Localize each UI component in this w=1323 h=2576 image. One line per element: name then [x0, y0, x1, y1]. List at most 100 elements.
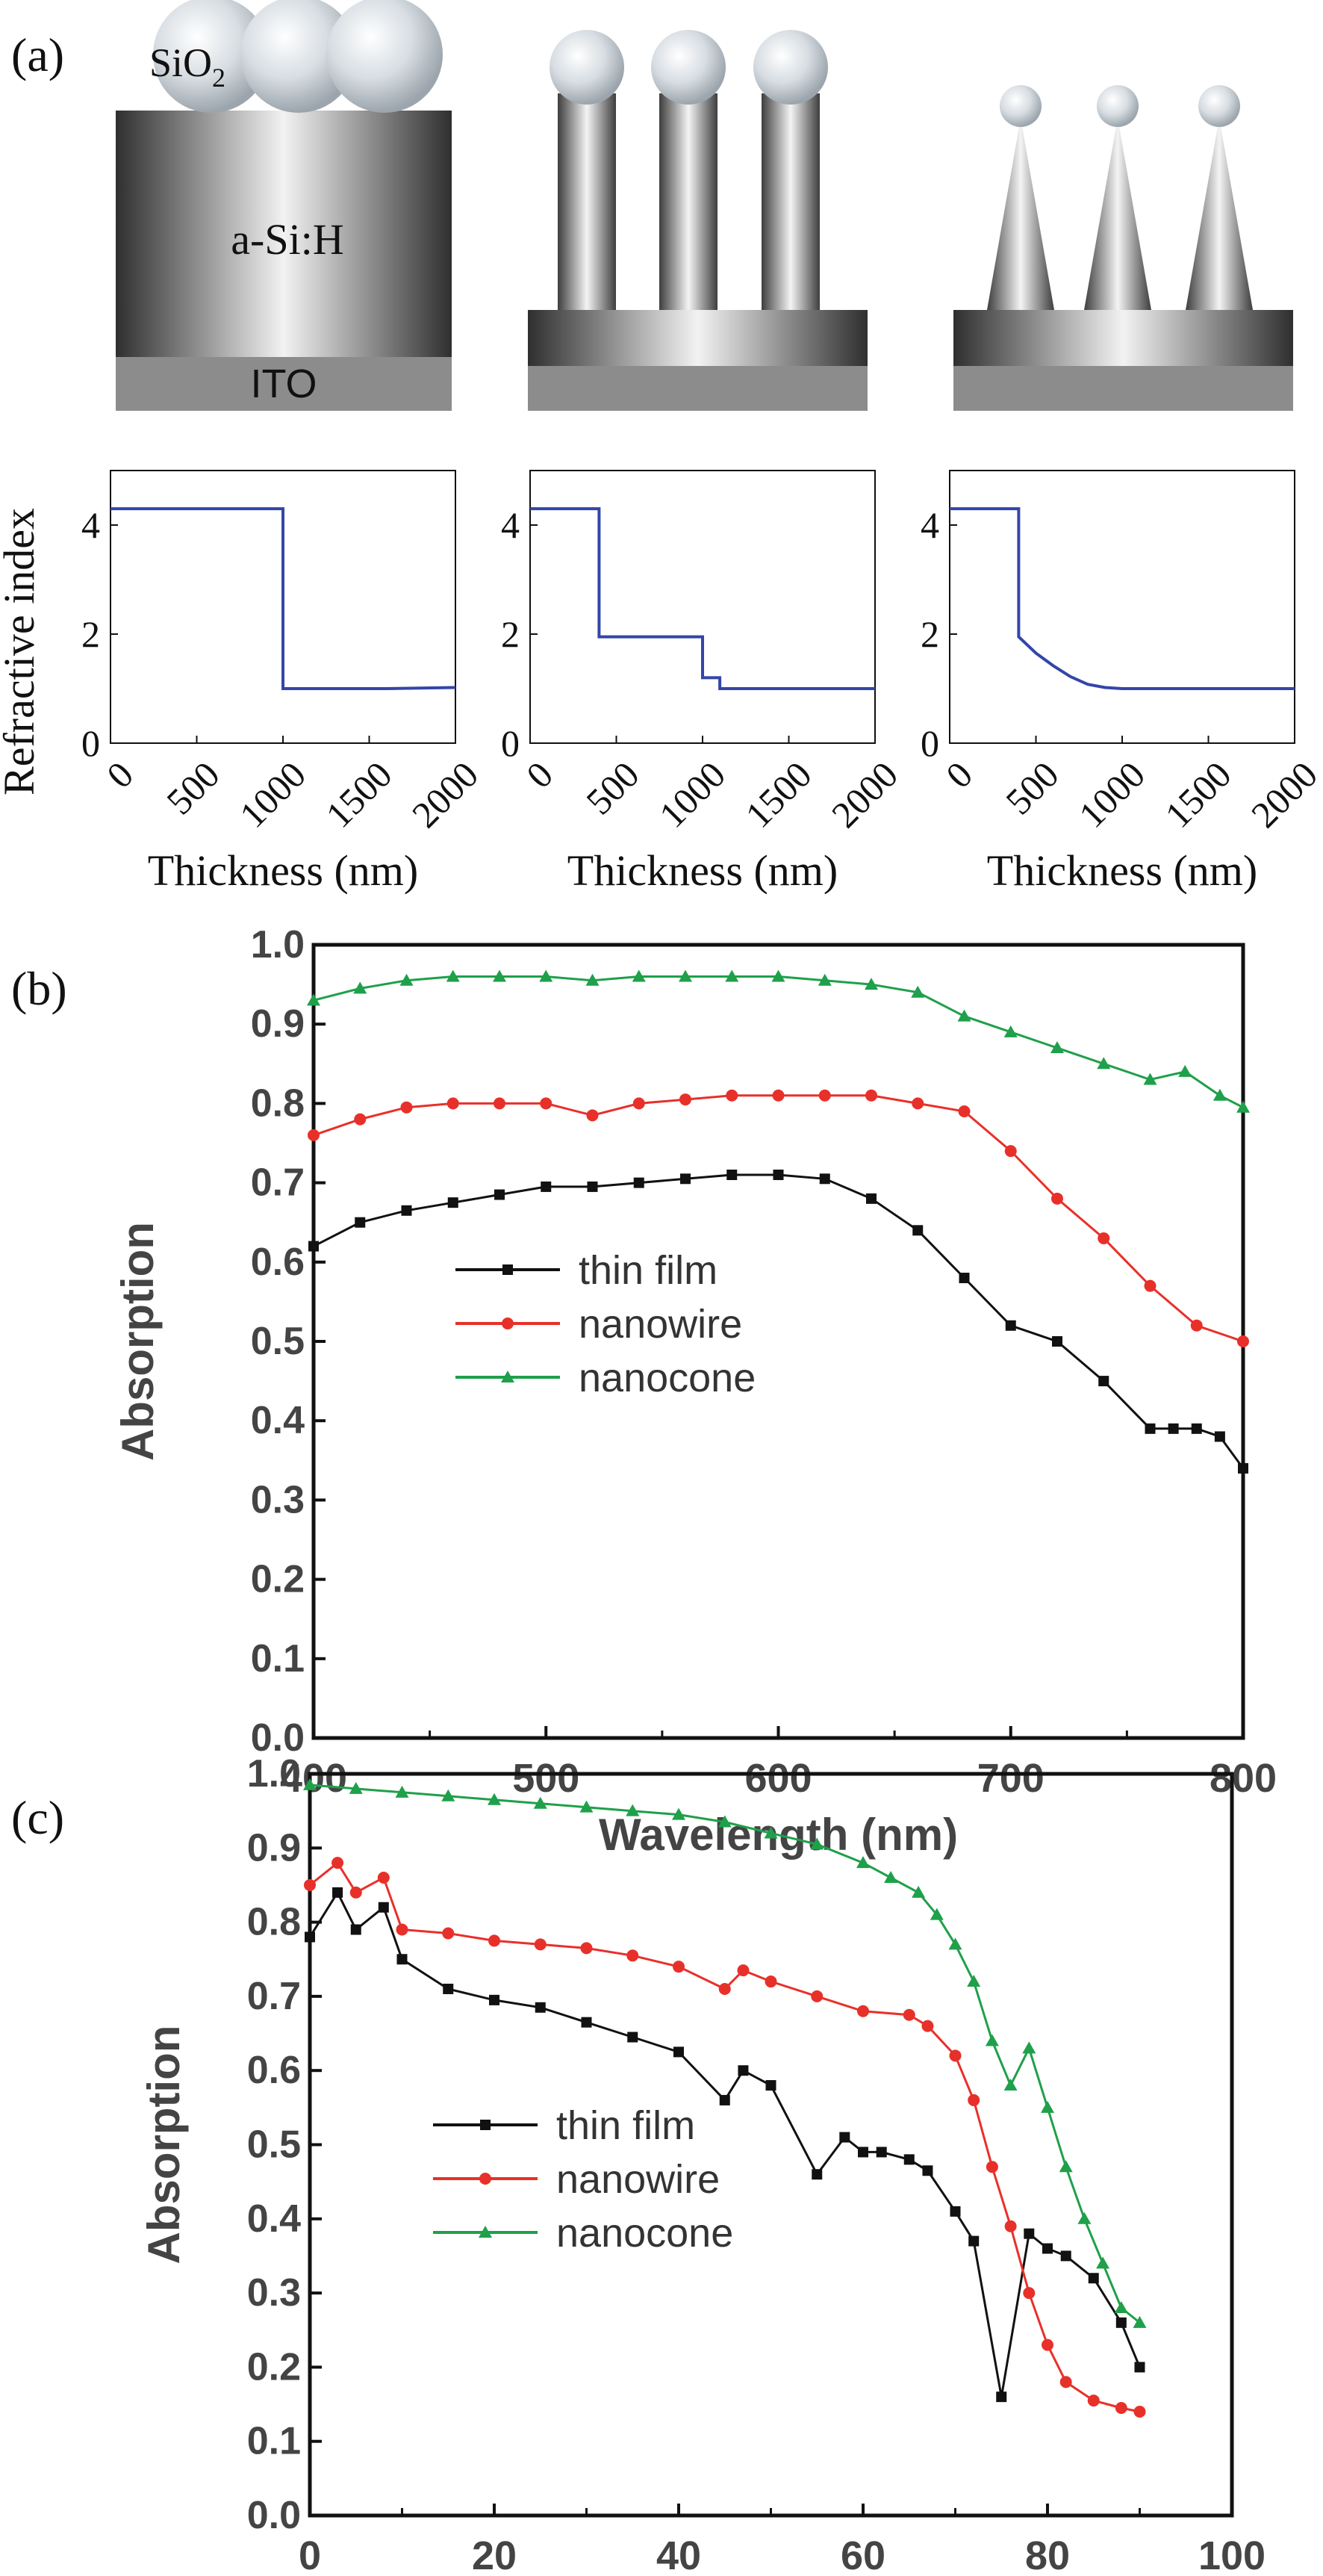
y-tick-label: 0.8	[247, 1901, 301, 1944]
nanocone-point	[349, 1781, 363, 1794]
thin-film-point	[350, 1924, 361, 1935]
nanocone-point	[810, 1837, 824, 1850]
legend-marker-nanowire	[479, 2173, 491, 2185]
thin-film-point	[401, 1205, 412, 1216]
sio2-sphere	[1198, 85, 1240, 127]
x-tick-label: 1000	[651, 754, 733, 836]
ito-layer	[116, 357, 452, 411]
thin-film-point	[308, 1241, 319, 1252]
x-tick-label: 0	[99, 754, 141, 796]
nanocone-point	[948, 1937, 962, 1950]
plot-frame	[529, 470, 876, 744]
nanocone-point	[818, 973, 832, 986]
nanocone-point	[1236, 1100, 1250, 1113]
nanowire-point	[818, 1089, 831, 1102]
sio2-sphere	[1000, 85, 1042, 127]
y-tick-label: 0.5	[251, 1320, 305, 1363]
y-tick-label: 4	[81, 504, 100, 546]
nanocone-point	[307, 993, 320, 1006]
thin-film-point	[1042, 2243, 1053, 2254]
legend-marker-nanocone	[501, 1371, 514, 1382]
thin-film-point	[396, 1954, 408, 1965]
nanocone	[1084, 118, 1151, 310]
nanowire-point	[726, 1089, 738, 1102]
thin-film-line	[308, 1890, 1141, 2397]
nanocone	[1186, 118, 1253, 310]
a-si-block	[116, 111, 452, 357]
legend-label-thin-film: thin film	[579, 1248, 717, 1293]
thin-film-point	[535, 2002, 546, 2013]
y-tick-label: 2	[921, 613, 939, 655]
y-tick-label: 0.0	[251, 1716, 305, 1760]
nanocone-point	[912, 1885, 926, 1898]
nanowire-point	[1237, 1335, 1249, 1347]
thin-film-point	[738, 2065, 749, 2076]
absorption-vs-angle-chart: 0.0 0.1 0.2 0.3 0.4 0.5 0.6 0.7 0.8 0.9 1.0 0 20 40 60…	[139, 1752, 1266, 2576]
y-tick-label: 0.0	[247, 2494, 301, 2537]
x-axis-label: Thickness (nm)	[567, 846, 838, 895]
thin-film-point	[912, 1225, 924, 1236]
nanowire-point	[1023, 2287, 1036, 2300]
thin-film-point	[1134, 2362, 1145, 2373]
nanocone-point	[579, 1800, 594, 1813]
legend-marker-thin-film	[502, 1264, 513, 1275]
thin-film-point	[305, 1931, 315, 1943]
nanowire-point	[1115, 2402, 1127, 2415]
nanocone-point	[1097, 1057, 1111, 1070]
x-tick-label: 2000	[404, 754, 486, 836]
legend-marker-thin-film	[480, 2120, 491, 2130]
nanowire-point	[1133, 2405, 1146, 2418]
y-tick-label: 0.9	[251, 1002, 305, 1046]
nanowire-point	[1087, 2395, 1100, 2407]
x-tick-label: 0	[518, 754, 561, 796]
thin-film-point	[581, 2017, 592, 2028]
refractive-index-thin-film-chart: 0 2 4 0 500 1000 1500 2000 Thickness (nm) Refract…	[0, 470, 486, 895]
nanowire-line	[313, 1094, 1244, 1343]
nanocone-point	[441, 1789, 455, 1801]
y-tick-label: 4	[921, 504, 939, 546]
nanocone-point	[884, 1871, 898, 1884]
nanocone-point	[488, 1793, 501, 1805]
legend-marker-nanocone	[479, 2226, 492, 2238]
nanowire-point	[1004, 1145, 1017, 1158]
nanowire-point	[442, 1927, 455, 1940]
x-tick-label: 1500	[737, 754, 819, 836]
nanowire-point	[921, 2020, 934, 2032]
ito-label: ITO	[250, 361, 317, 406]
nanowire-point	[534, 1938, 547, 1951]
nanocone-point	[911, 985, 925, 998]
x-axis-label: Thickness (nm)	[148, 846, 418, 895]
x-tick-label: 500	[512, 1756, 579, 1801]
panel-label-a: (a)	[11, 28, 64, 81]
x-axis-label: Thickness (nm)	[987, 846, 1257, 895]
nanocone-point	[967, 1975, 981, 1987]
thin-film-point	[1214, 1431, 1225, 1442]
y-tick-label: 0.6	[247, 2049, 301, 2092]
refractive-index-line	[950, 507, 1295, 690]
legend-label-nanocone: nanocone	[556, 2211, 733, 2256]
nanowire-point	[1059, 2376, 1072, 2389]
y-tick-label: 1.0	[251, 923, 305, 966]
ito-layer	[528, 366, 868, 411]
nanowire-point	[949, 2049, 962, 2062]
nanowire-point	[308, 1129, 320, 1141]
thin-film-schematic: SiO2 a-Si:H ITO	[116, 0, 452, 411]
nanocone-point	[1022, 2041, 1036, 2054]
y-tick-label: 0.4	[251, 1399, 305, 1442]
nanocone-point	[1050, 1041, 1064, 1054]
y-tick-label: 0.2	[251, 1558, 305, 1601]
legend-label-thin-film: thin film	[556, 2103, 695, 2148]
plot-frame	[949, 470, 1295, 744]
nanowire-point	[811, 1990, 824, 2002]
nanowire-point	[349, 1886, 362, 1899]
nanocone	[987, 118, 1054, 310]
a-si-base	[528, 310, 868, 366]
nanowire-point	[765, 1976, 777, 1988]
nanowire-pillar	[659, 93, 717, 310]
nanocone-point	[493, 969, 506, 982]
sio2-sphere	[651, 30, 726, 105]
y-tick-label: 0.3	[247, 2271, 301, 2315]
nanowire-point	[737, 1964, 750, 1977]
